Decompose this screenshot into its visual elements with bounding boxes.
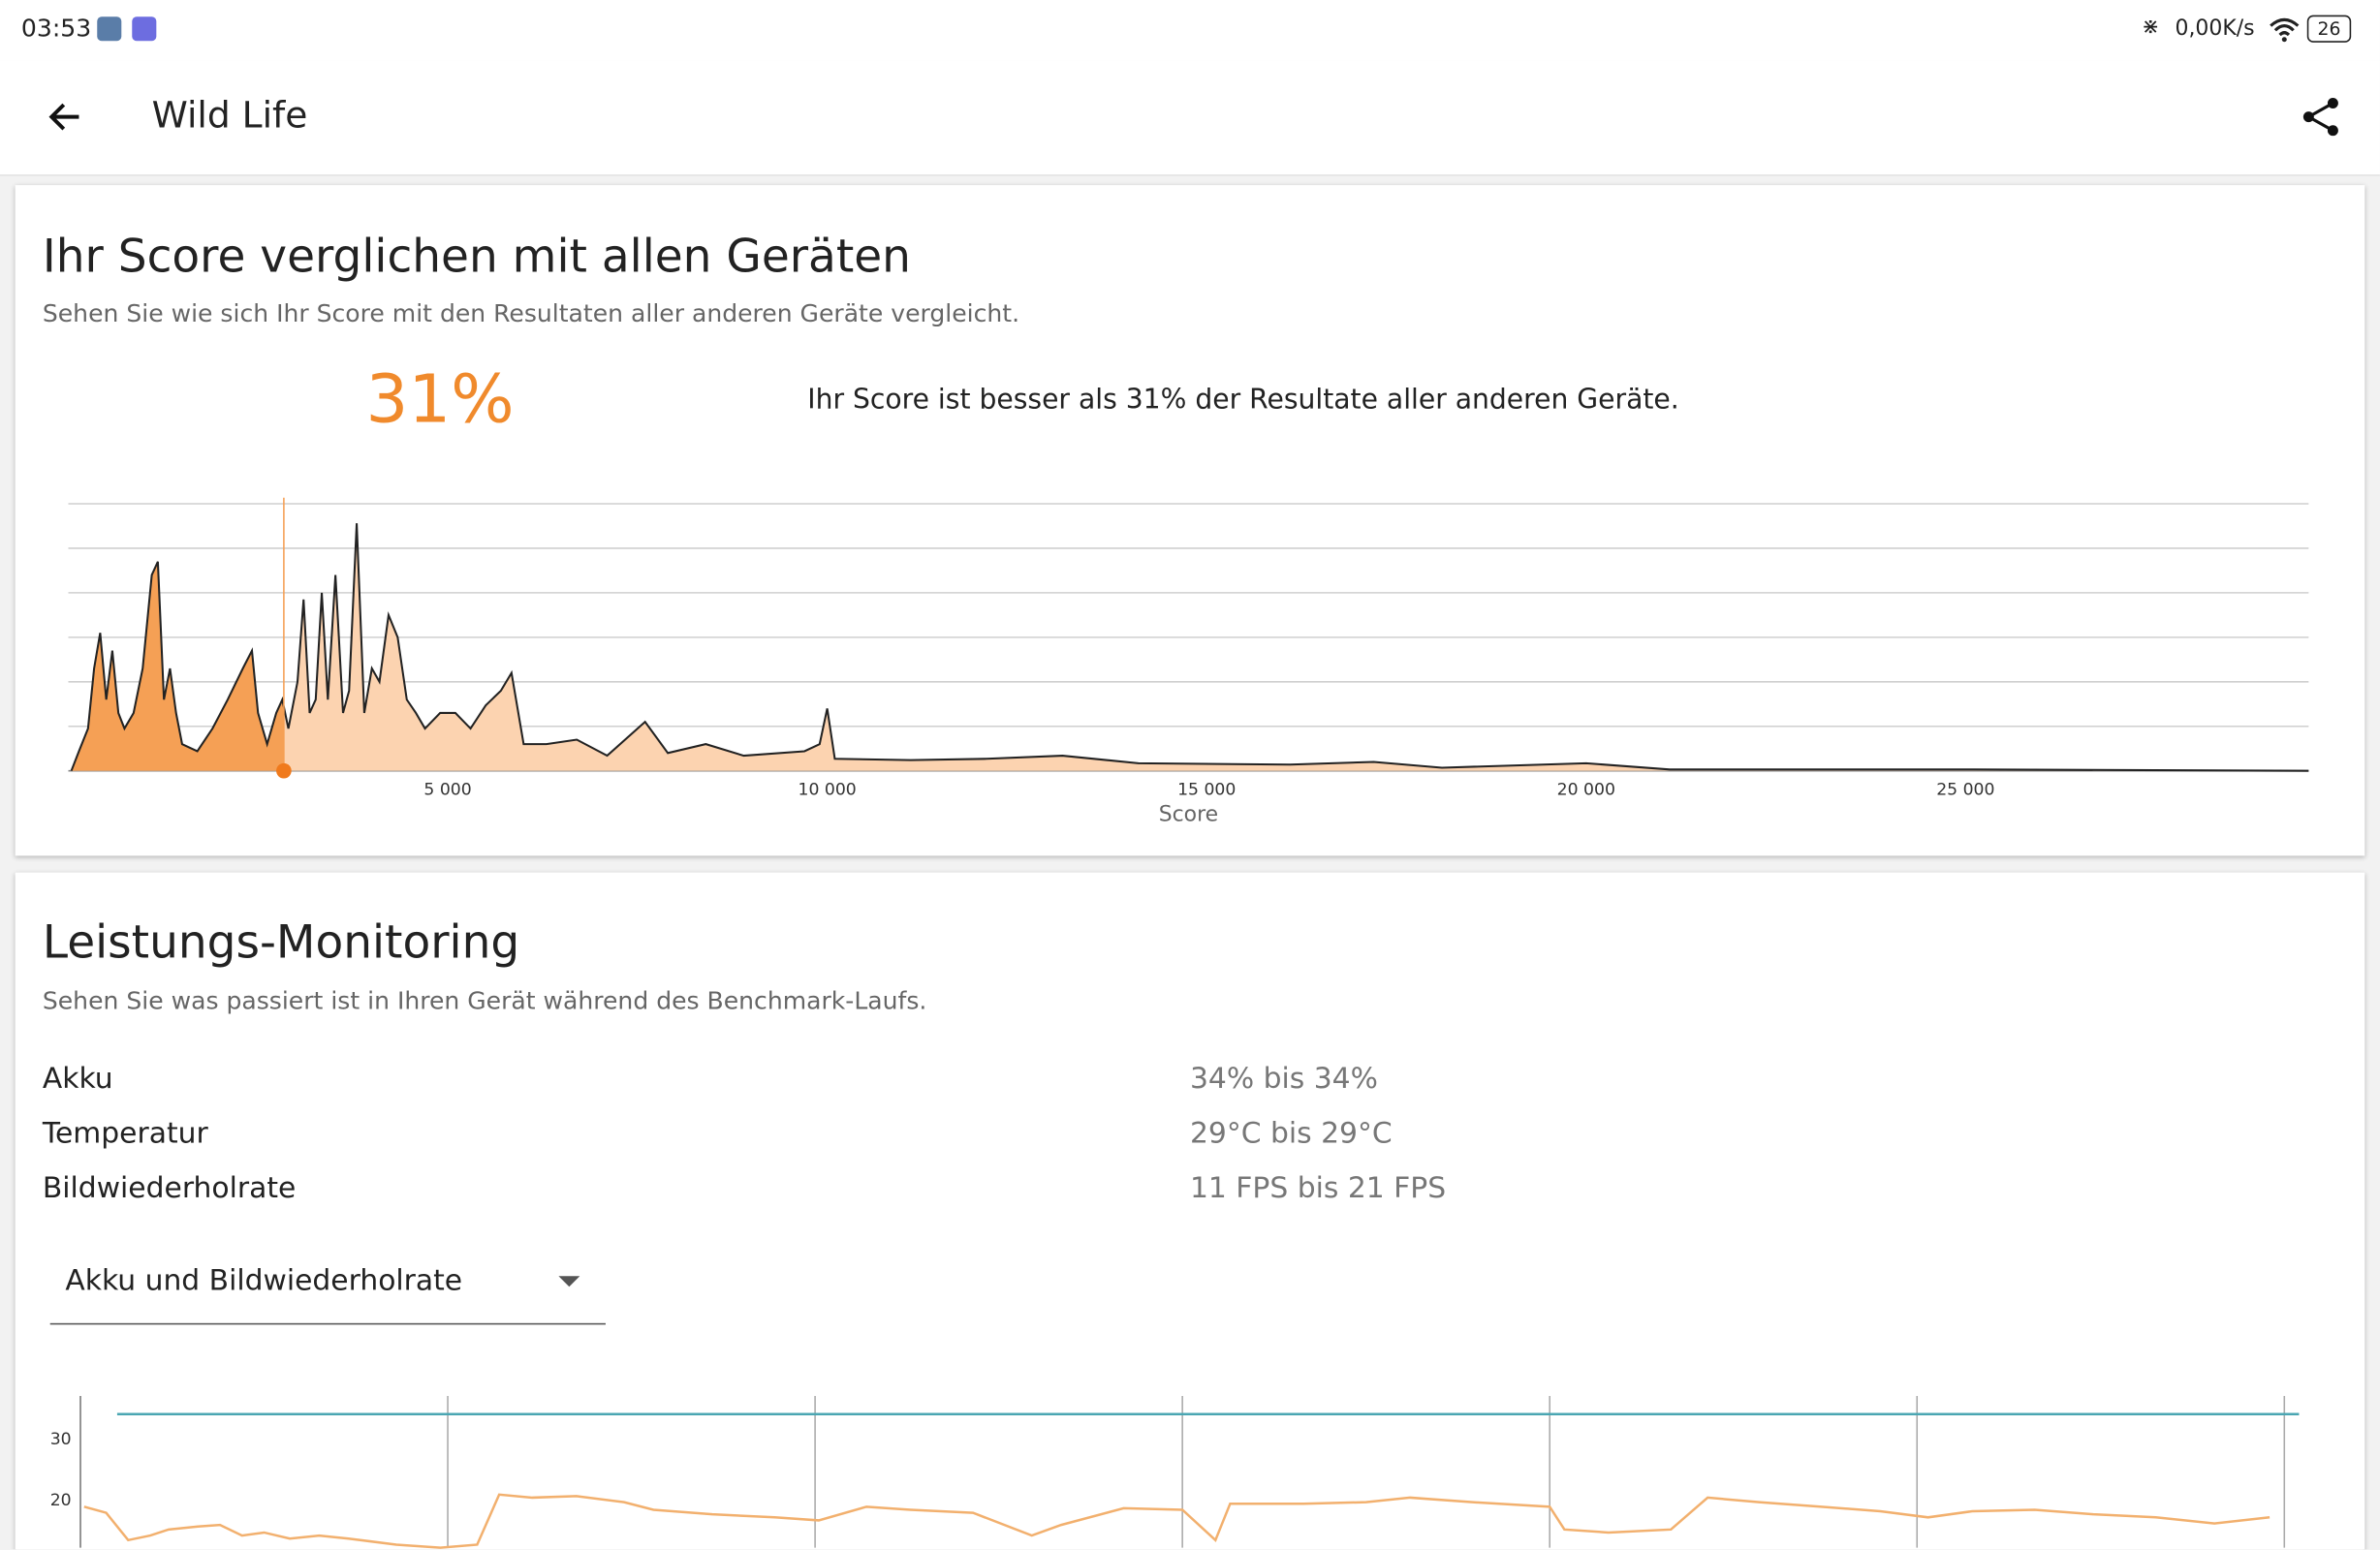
status-time: 03:53	[20, 14, 92, 43]
score-marker	[276, 762, 292, 779]
percentile: 31%	[365, 360, 515, 439]
share-button[interactable]	[2302, 96, 2344, 139]
notification-icon	[132, 16, 157, 42]
x-tick-label: 5 000	[423, 781, 471, 800]
stat-value: 11 FPS bis 21 FPS	[1189, 1171, 1447, 1205]
wifi-icon	[2270, 17, 2300, 43]
distribution-line	[70, 523, 2309, 772]
dropdown-arrow	[558, 1276, 580, 1287]
back-button[interactable]	[46, 97, 85, 137]
card-title: Leistungs-Monitoring	[42, 916, 520, 970]
x-tick-label: 10 000	[799, 781, 857, 800]
app-bar	[0, 60, 2380, 176]
x-tick-label: 15 000	[1177, 781, 1236, 800]
status-bar	[0, 0, 2380, 61]
stat-label: Akku	[42, 1062, 113, 1096]
dropdown-text: Akku und Bildwiederholrate	[65, 1263, 463, 1298]
chart-dropdown[interactable]	[49, 1252, 606, 1325]
card-title: Ihr Score verglichen mit allen Geräten	[42, 231, 911, 284]
battery-indicator: 26	[2306, 15, 2352, 43]
series-line	[83, 1493, 2270, 1549]
stat-label: Temperatur	[42, 1116, 208, 1151]
y-tick-label: 20	[50, 1491, 72, 1510]
bluetooth-icon: ⋇	[2142, 15, 2160, 40]
x-axis-label: Score	[1159, 802, 1218, 826]
card-subtitle: Sehen Sie was passiert ist in Ihren Gerä…	[42, 986, 927, 1015]
distribution-area	[71, 523, 2309, 771]
app-title: Wild Life	[151, 94, 308, 137]
notification-icon	[97, 16, 122, 42]
card-subtitle: Sehen Sie wie sich Ihr Score mit den Res…	[42, 298, 1020, 328]
network-speed: 0,00K/s	[2175, 16, 2255, 42]
distribution-below-score	[71, 561, 284, 771]
x-tick-label: 20 000	[1557, 781, 1615, 800]
x-tick-label: 25 000	[1936, 781, 1994, 800]
score-summary: Ihr Score ist besser als 31% der Resulta…	[807, 384, 1679, 417]
y-tick-label: 30	[50, 1430, 72, 1449]
stat-value: 34% bis 34%	[1189, 1062, 1378, 1096]
stat-value: 29°C bis 29°C	[1189, 1116, 1393, 1151]
monitoring-card	[15, 872, 2365, 1550]
stat-label: Bildwiederholrate	[42, 1171, 297, 1205]
